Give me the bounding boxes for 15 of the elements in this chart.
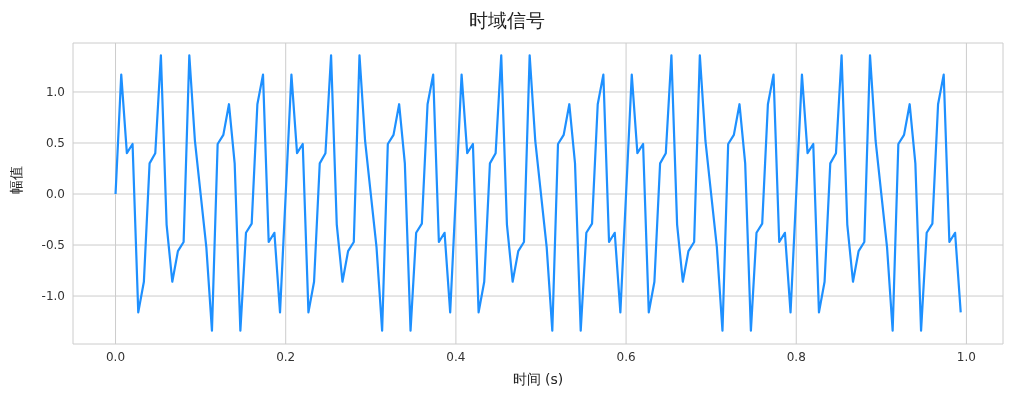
y-tick-label: -1.0 [41,289,65,304]
x-axis-title: 时间 (s) [512,371,564,387]
x-tick-label: 0.6 [616,349,636,364]
y-tick-label: 0.0 [45,187,65,202]
x-tick-label: 0.2 [276,349,296,364]
x-tick-label: 0.8 [786,349,806,364]
y-tick-label: 1.0 [45,85,65,100]
y-tick-label: 0.5 [45,136,65,151]
y-axis-title: 幅值 [7,165,24,194]
x-tick-label: 0.4 [446,349,466,364]
y-tick-label: -0.5 [41,238,65,253]
line-series [114,54,962,332]
chart-title: 时域信号 [468,8,546,33]
x-tick-label: 0.0 [106,349,126,364]
x-tick-label: 1.0 [956,349,976,364]
